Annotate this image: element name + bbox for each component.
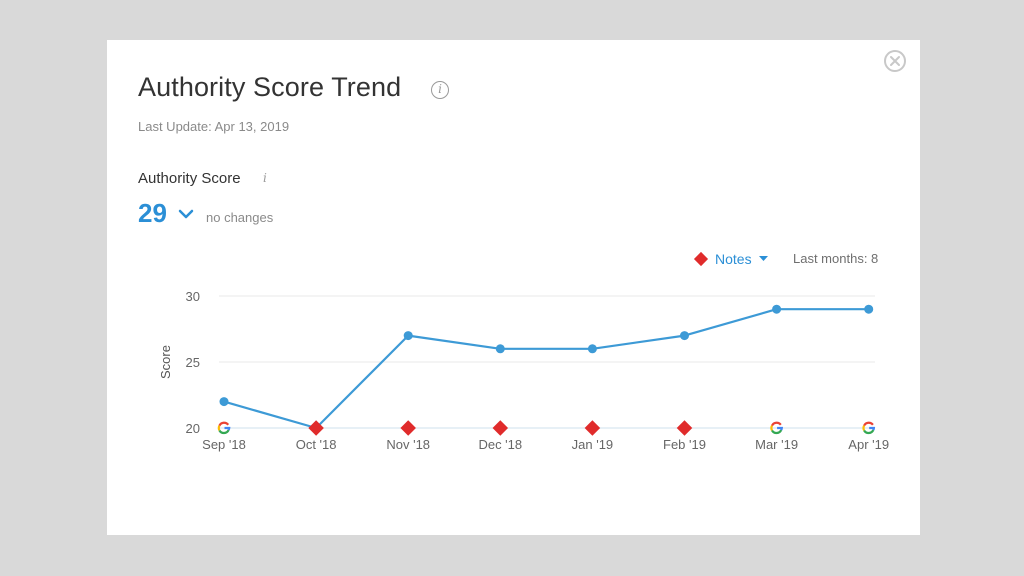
x-tick-label: Dec '18 <box>478 437 522 452</box>
authority-score-chart: 20 25 30 Score Sep '18 Oct '18 Nov '18 Dec '18 J… <box>158 289 889 452</box>
y-tick-label: 20 <box>186 421 200 436</box>
note-marker <box>584 420 601 436</box>
google-icon <box>770 421 784 435</box>
authority-score-value: 29 <box>138 198 167 228</box>
x-tick-label: Oct '18 <box>296 437 337 452</box>
chevron-down-icon[interactable] <box>178 208 194 220</box>
y-tick-label: 30 <box>186 289 200 304</box>
notes-dropdown[interactable]: Notes <box>693 250 768 268</box>
last-months-text[interactable]: Last months: 8 <box>793 251 879 266</box>
google-icon <box>862 421 876 435</box>
data-point <box>495 344 505 354</box>
x-tick-label: Nov '18 <box>386 437 430 452</box>
authority-score-label: Authority Score <box>138 170 241 187</box>
page-title: Authority Score Trend <box>138 72 402 102</box>
x-tick-label: Mar '19 <box>755 437 798 452</box>
x-tick-label: Jan '19 <box>572 437 614 452</box>
data-point <box>864 304 874 314</box>
data-point <box>219 397 229 407</box>
last-update-text: Last Update: Apr 13, 2019 <box>138 119 290 134</box>
note-marker <box>492 420 509 436</box>
x-tick-label: Feb '19 <box>663 437 706 452</box>
data-point <box>587 344 597 354</box>
y-axis-label: Score <box>158 345 173 379</box>
y-tick-label: 25 <box>186 355 200 370</box>
score-change-text: no changes <box>206 210 274 225</box>
note-marker <box>400 420 416 436</box>
series-line <box>223 308 869 430</box>
x-tick-label: Sep '18 <box>202 437 246 452</box>
note-marker <box>676 420 693 436</box>
close-icon[interactable] <box>884 50 906 72</box>
notes-label: Notes <box>715 251 752 267</box>
authority-score-modal: Authority Score Trend i Last Update: Apr… <box>107 40 920 535</box>
data-point <box>772 304 782 314</box>
google-icon <box>217 421 231 435</box>
x-tick-label: Apr '19 <box>848 437 889 452</box>
authority-score-info-icon[interactable]: i <box>263 171 267 185</box>
data-point <box>680 331 689 341</box>
caret-down-icon <box>758 256 768 261</box>
data-point <box>403 331 413 341</box>
info-icon[interactable]: i <box>431 81 449 99</box>
